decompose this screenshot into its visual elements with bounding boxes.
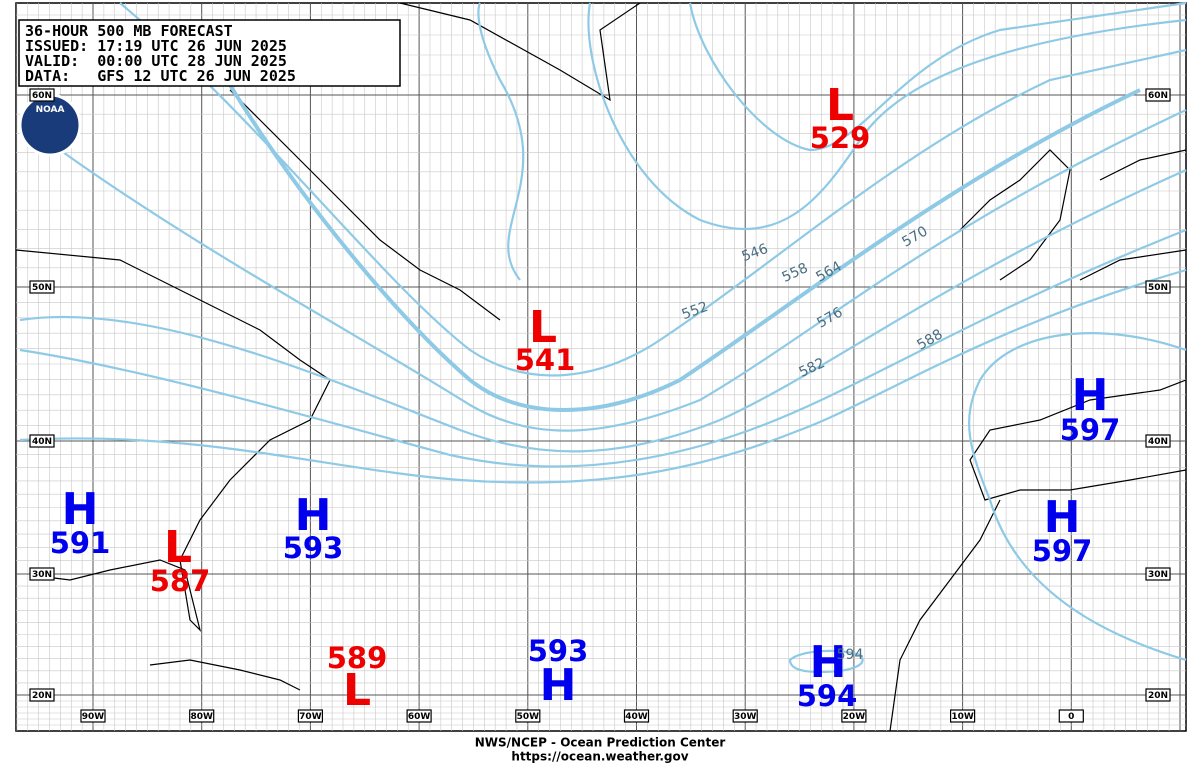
header-line: DATA: GFS 12 UTC 26 JUN 2025 bbox=[25, 67, 296, 85]
center-type: H bbox=[540, 660, 577, 711]
longitude-label: 0 bbox=[1068, 712, 1074, 722]
tick-box bbox=[80, 709, 106, 723]
tick-box bbox=[29, 280, 55, 294]
contour bbox=[688, 1, 1187, 152]
center-value: 587 bbox=[150, 564, 211, 598]
tick-box bbox=[406, 709, 432, 723]
tick-box bbox=[1058, 709, 1084, 723]
center-type: L bbox=[164, 522, 192, 573]
height-contours bbox=[19, 1, 1187, 674]
contour bbox=[119, 2, 1187, 377]
coastline bbox=[969, 379, 1187, 501]
longitude-label: 20W bbox=[843, 712, 866, 722]
header-line: ISSUED: 17:19 UTC 26 JUN 2025 bbox=[25, 37, 287, 55]
logo bbox=[18, 93, 82, 157]
longitude-label: 50W bbox=[517, 712, 540, 722]
center-value: 529 bbox=[810, 121, 871, 155]
center-value: 591 bbox=[50, 526, 111, 560]
logo-text: NOAA bbox=[36, 105, 65, 115]
latitude-label: 50N bbox=[1148, 283, 1168, 293]
contour bbox=[968, 332, 1187, 662]
tick-box bbox=[1145, 280, 1171, 294]
tick-box bbox=[29, 434, 55, 448]
center-value: 594 bbox=[797, 679, 858, 713]
center-type: L bbox=[826, 80, 854, 131]
grid bbox=[16, 3, 1186, 731]
center-type: L bbox=[343, 665, 371, 716]
tick-box bbox=[841, 709, 867, 723]
center-value: 597 bbox=[1032, 534, 1093, 568]
tick-box bbox=[623, 709, 650, 723]
coastline bbox=[15, 249, 331, 632]
header-line: 36-HOUR 500 MB FORECAST bbox=[25, 22, 233, 40]
coastline bbox=[229, 89, 501, 321]
longitude-label: 60W bbox=[408, 712, 431, 722]
center-type: L bbox=[529, 302, 557, 353]
longitude-label: 40W bbox=[625, 712, 648, 722]
center-type: H bbox=[62, 484, 99, 535]
center-value: 541 bbox=[515, 343, 576, 377]
contour bbox=[19, 168, 1187, 453]
latitude-label: 40N bbox=[32, 437, 52, 447]
latitude-label: 40N bbox=[1148, 437, 1168, 447]
center-value: 597 bbox=[1060, 413, 1121, 447]
latitude-label: 30N bbox=[32, 570, 52, 580]
tick-box bbox=[1145, 434, 1171, 448]
coastline bbox=[399, 2, 641, 102]
tick-box bbox=[949, 709, 976, 723]
contour bbox=[19, 268, 1187, 484]
tick-box bbox=[29, 88, 55, 102]
center-type: H bbox=[295, 490, 332, 541]
footer-line: NWS/NCEP - Ocean Prediction Center bbox=[475, 736, 726, 750]
tick-box bbox=[297, 709, 323, 723]
tick-box bbox=[189, 709, 215, 723]
center-type: H bbox=[1072, 370, 1109, 421]
contour bbox=[19, 228, 1187, 468]
center-value: 589 bbox=[327, 641, 388, 675]
center-value: 593 bbox=[283, 531, 344, 565]
contour-label: 594 bbox=[837, 647, 864, 663]
tick-box bbox=[515, 709, 541, 723]
tick-box bbox=[1145, 688, 1171, 702]
tick-box bbox=[1145, 88, 1171, 102]
longitude-label: 10W bbox=[951, 712, 974, 722]
longitude-label: 80W bbox=[190, 712, 213, 722]
latitude-label: 50N bbox=[32, 283, 52, 293]
contour bbox=[587, 2, 1187, 231]
longitude-label: 90W bbox=[82, 712, 105, 722]
coastline bbox=[149, 659, 301, 691]
coastline bbox=[959, 149, 1071, 281]
latitude-label: 60N bbox=[1148, 91, 1168, 101]
center-value: 593 bbox=[528, 634, 589, 668]
latitude-label: 30N bbox=[1148, 570, 1168, 580]
contour bbox=[228, 83, 1141, 412]
center-type: H bbox=[810, 637, 847, 688]
coastlines bbox=[15, 2, 1187, 732]
coastline bbox=[889, 499, 1001, 732]
latitude-label: 20N bbox=[32, 691, 52, 701]
tick-box bbox=[1145, 567, 1171, 581]
latitude-label: 60N bbox=[32, 91, 52, 101]
center-type: H bbox=[1044, 492, 1081, 543]
longitude-label: 30W bbox=[734, 712, 757, 722]
tick-box bbox=[732, 709, 758, 723]
contour bbox=[59, 109, 1187, 432]
tick-box bbox=[29, 688, 55, 702]
coastline bbox=[1079, 149, 1187, 281]
latitude-label: 20N bbox=[1148, 691, 1168, 701]
tick-labels: 60N 60N 50N 50N 40N 40N 30N 30N 20N 20N 90W 80W 70W 6… bbox=[29, 88, 1171, 723]
header-box bbox=[18, 19, 401, 87]
contour bbox=[788, 649, 864, 674]
footer-line: https://ocean.weather.gov bbox=[511, 750, 688, 764]
tick-box bbox=[29, 567, 55, 581]
longitude-label: 70W bbox=[299, 712, 322, 722]
header-line: VALID: 00:00 UTC 28 JUN 2025 bbox=[25, 52, 287, 70]
contour bbox=[477, 2, 525, 281]
